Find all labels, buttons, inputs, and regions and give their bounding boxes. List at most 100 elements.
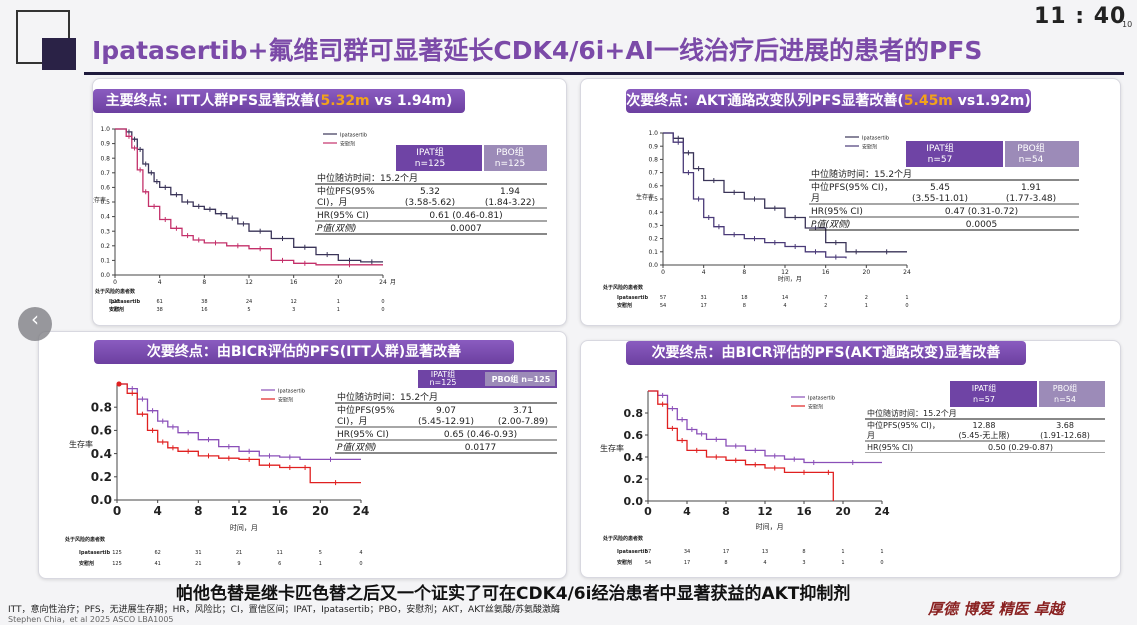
x-tick-label: 12 — [781, 269, 789, 276]
risk-count: 54 — [660, 303, 666, 309]
risk-count: 17 — [684, 560, 690, 566]
risk-count: 3 — [292, 307, 295, 313]
km-curve-placebo — [115, 128, 383, 266]
hr-value: 0.50 (0.29-0.87) — [988, 443, 1053, 452]
col-header-ipat: IPAT组 — [972, 383, 996, 393]
panel-header-text: 主要终点：ITT人群PFS显著改善( — [105, 93, 321, 109]
y-axis-label: 生存率 — [600, 443, 624, 453]
previous-slide-button[interactable]: ‹ — [18, 307, 52, 341]
risk-count: 2 — [824, 303, 827, 309]
risk-count: 7 — [824, 295, 827, 301]
risk-count: 5 — [247, 307, 250, 313]
x-tick-label: 4 — [702, 269, 706, 276]
risk-count: 8 — [743, 303, 746, 309]
risk-table-title: 处于风险的患者数 — [64, 536, 106, 543]
conclusion-text: 帕他色替是继卡匹色替之后又一个证实了可在CDK4/6i经治患者中显著获益的AKT… — [176, 584, 851, 604]
risk-count: 125 — [112, 561, 122, 567]
risk-count: 0 — [381, 307, 384, 313]
risk-table-title: 处于风险的患者数 — [602, 535, 644, 542]
hr-label: HR(95% CI) — [867, 443, 913, 452]
panel-header: 次要终点：由BICR评估的PFS(AKT通路改变)显著改善 — [626, 341, 1026, 365]
km-curve-ipatasertib — [648, 390, 882, 464]
median-pfs-pbo-ci: (1.84-3.22) — [485, 198, 535, 208]
panel-header-text: 次要终点：由BICR评估的PFS(ITT人群)显著改善 — [146, 344, 462, 360]
p-value-label: P值(双侧) — [337, 442, 376, 453]
median-pfs-label: CI)，月 — [337, 416, 367, 427]
median-pfs-pbo: 3.68 — [1056, 421, 1074, 430]
y-tick-label: 0.1 — [648, 249, 658, 256]
panel-header-text: 次要终点：由BICR评估的PFS(AKT通路改变)显著改善 — [651, 345, 1001, 361]
risk-count: 21 — [195, 561, 201, 567]
table-header-bg — [1039, 381, 1105, 407]
risk-count: 1 — [319, 561, 322, 567]
slogan: 厚德 博爱 精医 卓越 — [928, 600, 1064, 618]
y-tick-label: 0.3 — [648, 223, 658, 230]
y-tick-label: 0.0 — [624, 495, 644, 508]
risk-count: 24 — [246, 299, 252, 305]
x-tick-label: 20 — [863, 269, 871, 276]
risk-count: 61 — [156, 299, 162, 305]
x-tick-label: 20 — [335, 279, 343, 286]
risk-count: 38 — [156, 307, 162, 313]
y-tick-label: 1.0 — [100, 126, 110, 133]
risk-count: 1 — [880, 549, 883, 555]
hr-value: 0.47 (0.31-0.72) — [945, 207, 1018, 217]
y-axis-label: 生存率 — [636, 193, 654, 201]
risk-count: 8 — [724, 560, 727, 566]
risk-row-label: 安慰剂 — [109, 306, 124, 313]
risk-count: 38 — [201, 299, 207, 305]
y-tick-label: 0.4 — [100, 214, 110, 221]
km-curve-ipatasertib — [117, 383, 361, 461]
y-axis-label: 生存率 — [93, 196, 106, 204]
risk-count: 1 — [865, 303, 868, 309]
risk-count: 57 — [645, 549, 651, 555]
median-pfs-ipat-ci: (3.58-5.62) — [405, 198, 455, 208]
reference: Stephen Chia，et al 2025 ASCO LBA1005 — [8, 615, 174, 624]
median-pfs-label: 月 — [867, 431, 875, 440]
x-tick-label: 8 — [194, 504, 202, 518]
hr-label: HR(95% CI) — [317, 211, 369, 221]
risk-count: 0 — [905, 303, 908, 309]
x-tick-label: 8 — [722, 505, 730, 518]
x-tick-label: 4 — [158, 279, 162, 286]
hr-label: HR(95% CI) — [811, 207, 863, 217]
x-axis-label: 时间，月 — [756, 522, 784, 531]
followup-time: 中位随访时间：15.2个月 — [317, 172, 418, 184]
median-pfs-pbo: 3.71 — [513, 406, 533, 416]
panel-header: 次要终点：AKT通路改变队列PFS显著改善(5.45m vs1.92m) — [626, 89, 1031, 113]
start-marker — [116, 381, 122, 387]
x-tick-label: 0 — [113, 279, 117, 286]
risk-count: 17 — [723, 549, 729, 555]
legend-label: 安慰剂 — [278, 397, 293, 404]
x-tick-label: 24 — [874, 505, 890, 518]
risk-count: 54 — [645, 560, 651, 566]
risk-count: 6 — [278, 561, 281, 567]
results-table-bicr-akt-pfs: IPAT组 n=57 PBO组 n=54 中位随访时间：15.2个月中位PFS(95% … — [865, 381, 1105, 453]
panel-bicr-itt-pfs: 次要终点：由BICR评估的PFS(ITT人群)显著改善 0.0 0.2 0.4 0.6… — [38, 331, 567, 579]
risk-count: 41 — [154, 561, 160, 567]
legend-label: 安慰剂 — [340, 141, 355, 148]
p-value: 0.0007 — [450, 224, 482, 234]
y-tick-label: 0.0 — [91, 493, 112, 507]
median-pfs-label: 中位PFS(95% CI)， — [867, 420, 940, 430]
km-chart-itt-pfs: 0.00.10.20.30.40.50.60.70.80.91.00 4 8 12 16… — [93, 126, 396, 313]
y-tick-label: 0.5 — [100, 199, 110, 206]
legend-label: 安慰剂 — [862, 144, 877, 151]
risk-row-label: 安慰剂 — [617, 302, 632, 309]
panel-bicr-akt-pfs: 次要终点：由BICR评估的PFS(AKT通路改变)显著改善 0.0 0.2 0.4 0… — [580, 340, 1121, 578]
y-tick-label: 0.5 — [648, 196, 658, 203]
y-tick-label: 0.7 — [100, 170, 110, 177]
x-tick-label: 8 — [742, 269, 746, 276]
median-pfs-pbo-ci: (1.77-3.48) — [1006, 194, 1056, 204]
y-tick-label: 1.0 — [648, 130, 658, 137]
col-header-ipat: IPAT组 — [416, 146, 443, 158]
col-header-pbo: PBO组 n=125 — [492, 374, 551, 384]
x-axis-label: 月 — [390, 279, 396, 286]
page-title: Ipatasertib+氟维司群可显著延长CDK4/6i+AI一线治疗后进展的患… — [92, 36, 983, 65]
col-header-pbo: PBO组 — [496, 146, 524, 158]
risk-count: 0 — [381, 299, 384, 305]
risk-count: 11 — [276, 550, 282, 556]
median-pfs-ipat: 5.45 — [930, 183, 950, 193]
